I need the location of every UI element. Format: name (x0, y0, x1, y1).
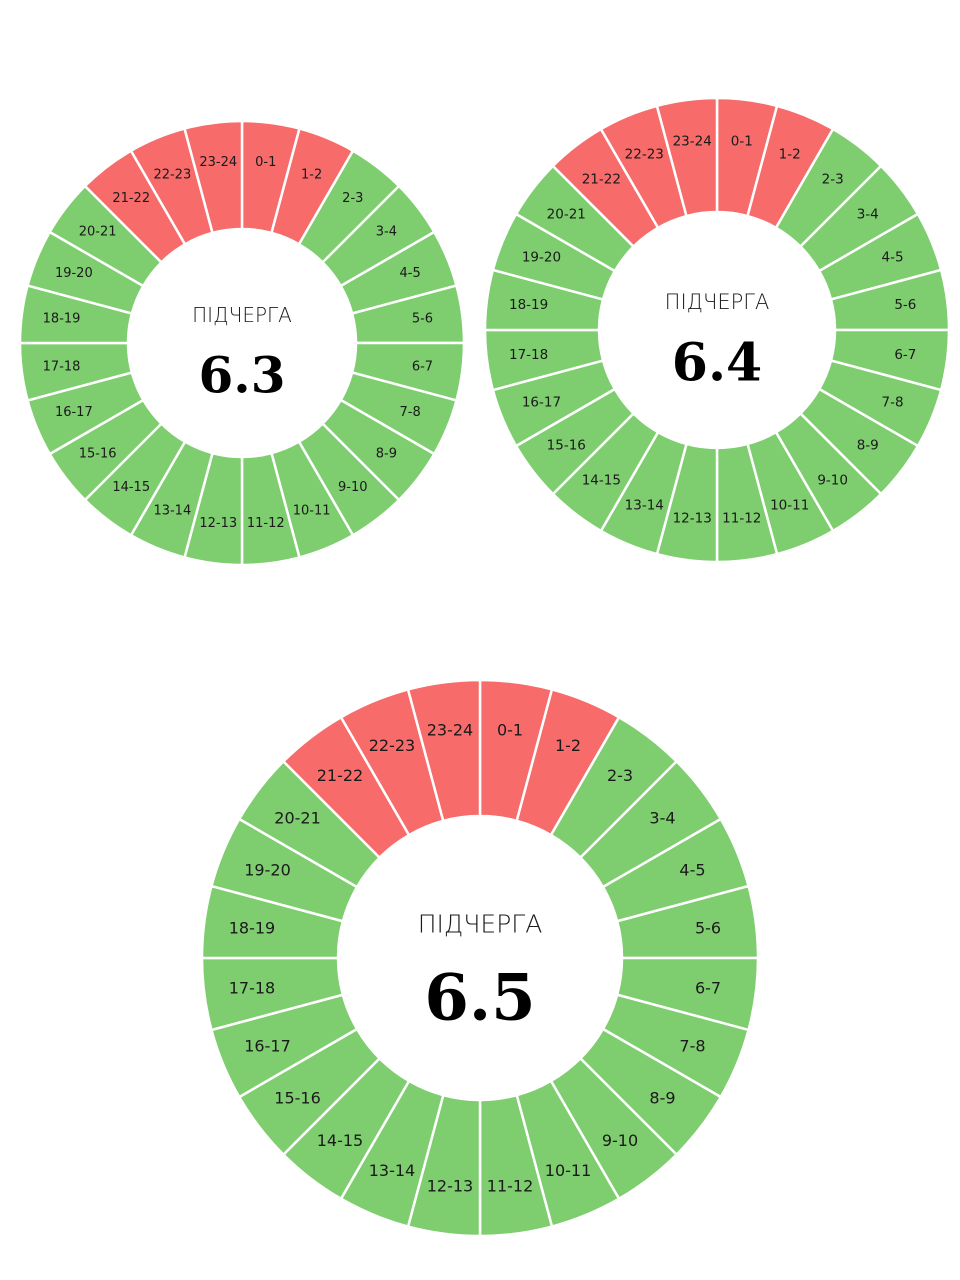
hour-label-4-5: 4-5 (679, 860, 705, 879)
hour-label-18-19: 18-19 (229, 918, 276, 937)
queue-number: 6.5 (424, 961, 535, 1036)
hour-label-6-7: 6-7 (695, 979, 721, 998)
hour-label-22-23: 22-23 (153, 167, 191, 182)
hour-label-12-13: 12-13 (199, 516, 237, 531)
queue-number: 6.4 (672, 333, 762, 394)
hour-label-3-4: 3-4 (376, 225, 397, 240)
hour-label-16-17: 16-17 (244, 1037, 291, 1056)
hour-label-4-5: 4-5 (882, 249, 904, 265)
hour-label-10-11: 10-11 (545, 1161, 592, 1180)
hour-label-0-1: 0-1 (497, 720, 523, 739)
hour-label-15-16: 15-16 (547, 438, 586, 454)
hour-label-11-12: 11-12 (722, 510, 761, 526)
hour-label-12-13: 12-13 (427, 1177, 474, 1196)
donut-chart-2: 0-1 1-2 2-3 3-4 4-5 5-6 6-7 7-8 8-9 9-10 10-11 11-1… (483, 96, 951, 564)
hour-label-11-12: 11-12 (487, 1177, 534, 1196)
queue-title: ПІДЧЕРГА (418, 910, 543, 939)
hour-label-19-20: 19-20 (244, 860, 291, 879)
hour-label-21-22: 21-22 (112, 191, 150, 206)
hour-label-9-10: 9-10 (338, 480, 368, 495)
queue-title: ПІДЧЕРГА (665, 290, 770, 314)
hour-label-2-3: 2-3 (822, 171, 844, 187)
hour-label-13-14: 13-14 (625, 498, 664, 514)
hour-label-7-8: 7-8 (882, 395, 904, 411)
hour-label-9-10: 9-10 (602, 1131, 638, 1150)
hour-label-13-14: 13-14 (153, 504, 191, 519)
hour-label-22-23: 22-23 (369, 736, 416, 755)
hour-label-15-16: 15-16 (274, 1089, 321, 1108)
donut-chart-3: 0-1 1-2 2-3 3-4 4-5 5-6 6-7 7-8 8-9 9-10 10-11 11-1… (200, 678, 760, 1238)
hour-label-20-21: 20-21 (79, 225, 117, 240)
hour-label-3-4: 3-4 (857, 206, 879, 222)
hour-label-20-21: 20-21 (547, 206, 586, 222)
hour-label-9-10: 9-10 (817, 473, 848, 489)
hour-label-5-6: 5-6 (894, 297, 916, 313)
hour-label-22-23: 22-23 (625, 146, 664, 162)
hour-segment-23-24 (655, 96, 719, 218)
hour-label-13-14: 13-14 (369, 1161, 416, 1180)
hour-label-23-24: 23-24 (199, 155, 237, 170)
hour-segment-23-24 (183, 119, 244, 235)
hour-label-11-12: 11-12 (247, 516, 285, 531)
hour-label-1-2: 1-2 (555, 736, 581, 755)
hour-label-12-13: 12-13 (673, 510, 712, 526)
hour-label-19-20: 19-20 (55, 266, 93, 281)
hour-label-16-17: 16-17 (522, 395, 561, 411)
hour-label-6-7: 6-7 (894, 347, 916, 363)
hour-label-1-2: 1-2 (779, 146, 801, 162)
hour-label-21-22: 21-22 (582, 171, 621, 187)
hour-segment-23-24 (406, 678, 482, 823)
hour-label-4-5: 4-5 (400, 266, 421, 281)
hour-label-2-3: 2-3 (342, 191, 363, 206)
hour-label-17-18: 17-18 (509, 347, 548, 363)
hour-label-23-24: 23-24 (673, 134, 712, 150)
hour-label-20-21: 20-21 (274, 808, 321, 827)
hour-label-5-6: 5-6 (412, 312, 433, 327)
hour-label-17-18: 17-18 (229, 979, 276, 998)
hour-label-16-17: 16-17 (55, 405, 93, 420)
hour-label-18-19: 18-19 (509, 297, 548, 313)
donut-chart-1: 0-1 1-2 2-3 3-4 4-5 5-6 6-7 7-8 8-9 9-10 10-11 11-1… (18, 119, 466, 567)
hour-label-7-8: 7-8 (679, 1037, 705, 1056)
hour-label-7-8: 7-8 (400, 405, 421, 420)
hour-label-21-22: 21-22 (317, 766, 364, 785)
hour-label-0-1: 0-1 (731, 134, 753, 150)
hour-label-14-15: 14-15 (582, 473, 621, 489)
hour-label-14-15: 14-15 (317, 1131, 364, 1150)
queue-number: 6.3 (199, 346, 286, 405)
hour-label-8-9: 8-9 (857, 438, 879, 454)
hour-label-23-24: 23-24 (427, 720, 474, 739)
hour-label-1-2: 1-2 (301, 167, 322, 182)
hour-label-14-15: 14-15 (112, 480, 150, 495)
hour-label-6-7: 6-7 (412, 359, 433, 374)
hour-label-19-20: 19-20 (522, 249, 561, 265)
hour-label-10-11: 10-11 (293, 504, 331, 519)
hour-label-10-11: 10-11 (770, 498, 809, 514)
hour-label-18-19: 18-19 (43, 312, 81, 327)
hour-label-15-16: 15-16 (79, 446, 117, 461)
hour-label-3-4: 3-4 (649, 808, 675, 827)
hour-label-0-1: 0-1 (255, 155, 276, 170)
hour-label-17-18: 17-18 (43, 359, 81, 374)
hour-label-5-6: 5-6 (695, 918, 721, 937)
hour-label-2-3: 2-3 (607, 766, 633, 785)
hour-label-8-9: 8-9 (649, 1089, 675, 1108)
hour-label-8-9: 8-9 (376, 446, 397, 461)
queue-title: ПІДЧЕРГА (192, 303, 292, 327)
